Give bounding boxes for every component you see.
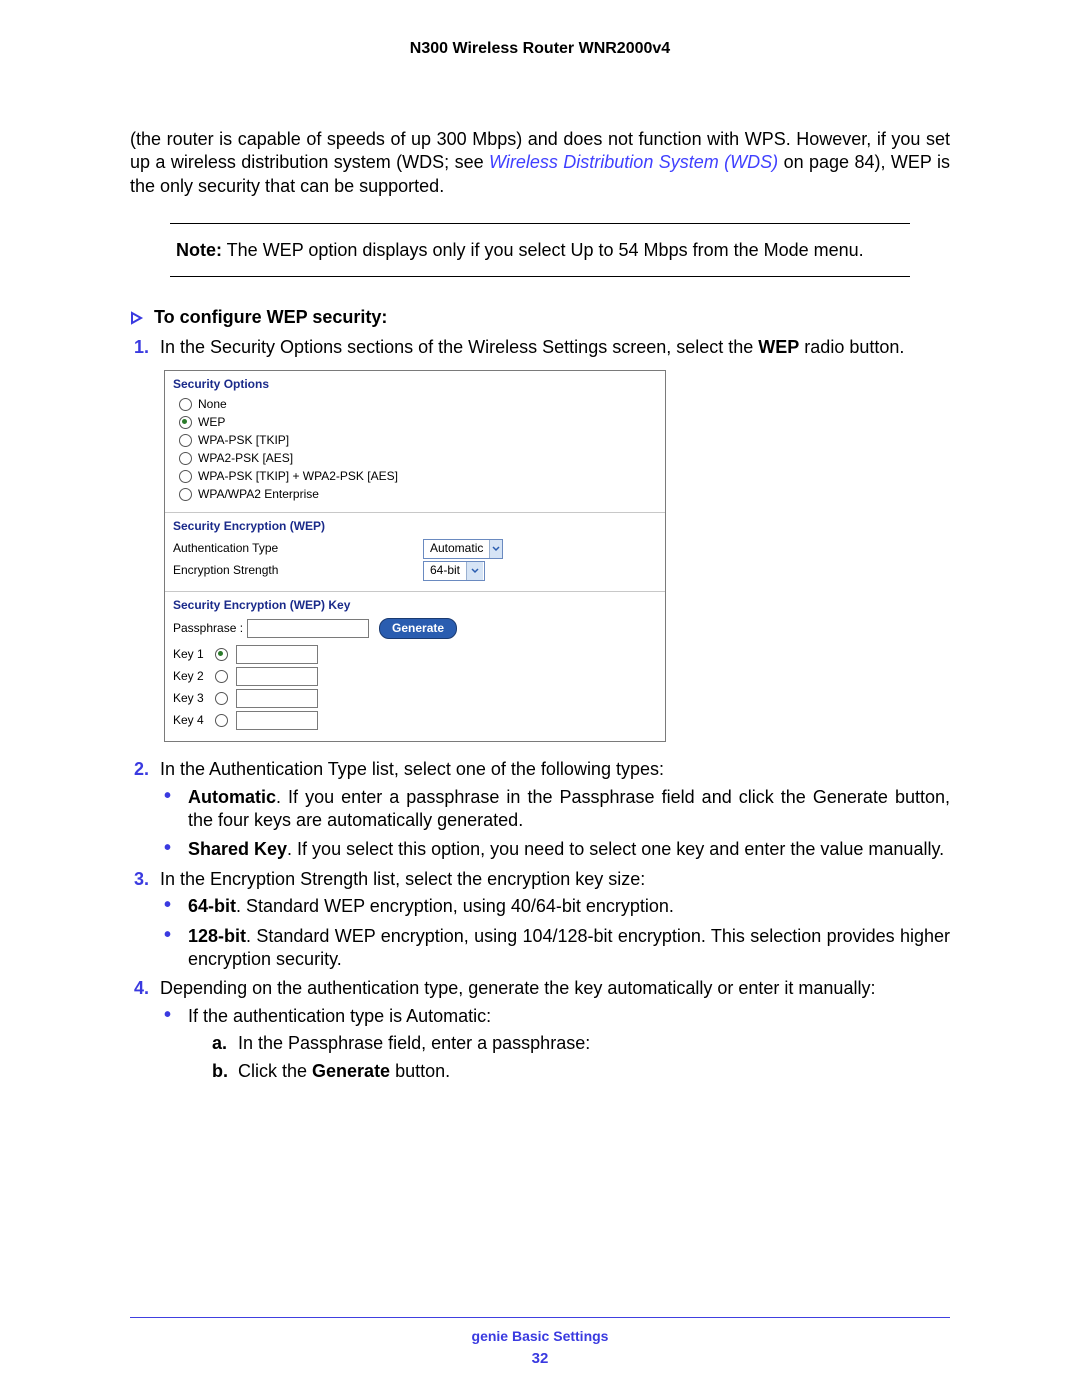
step-3-b2-text: . Standard WEP encryption, using 104/128… bbox=[188, 926, 950, 969]
chevron-down-icon bbox=[466, 562, 483, 580]
security-options-header: Security Options bbox=[173, 377, 657, 393]
step-2: 2.In the Authentication Type list, selec… bbox=[134, 758, 950, 862]
wep-key-section: Security Encryption (WEP) Key Passphrase… bbox=[165, 591, 665, 741]
option-wpa-tkip[interactable]: WPA-PSK [TKIP] bbox=[179, 432, 657, 448]
step-2-b1-text: . If you enter a passphrase in the Passp… bbox=[188, 787, 950, 830]
radio-icon bbox=[179, 416, 192, 429]
enc-strength-select[interactable]: 64-bit bbox=[423, 561, 485, 581]
key1-input[interactable] bbox=[236, 645, 318, 664]
step-4-sub: If the authentication type is Automatic:… bbox=[164, 1005, 950, 1083]
footer-section: genie Basic Settings bbox=[130, 1328, 950, 1344]
key4-input[interactable] bbox=[236, 711, 318, 730]
step-3-text: In the Encryption Strength list, select … bbox=[160, 869, 645, 889]
auth-type-label: Authentication Type bbox=[173, 541, 423, 557]
step-1-num: 1. bbox=[134, 336, 160, 359]
step-2-b2-bold: Shared Key bbox=[188, 839, 287, 859]
security-options-section: Security Options None WEP WPA-PSK [TKIP]… bbox=[165, 371, 665, 513]
option-enterprise[interactable]: WPA/WPA2 Enterprise bbox=[179, 486, 657, 502]
passphrase-input[interactable] bbox=[247, 619, 369, 638]
security-options-figure: Security Options None WEP WPA-PSK [TKIP]… bbox=[164, 370, 666, 742]
step-4: 4.Depending on the authentication type, … bbox=[134, 977, 950, 1083]
radio-icon bbox=[179, 470, 192, 483]
key2-radio[interactable] bbox=[215, 670, 228, 683]
enc-strength-value: 64-bit bbox=[424, 563, 466, 579]
radio-icon bbox=[179, 452, 192, 465]
key3-radio[interactable] bbox=[215, 692, 228, 705]
chevron-down-icon bbox=[489, 540, 502, 558]
option-enterprise-label: WPA/WPA2 Enterprise bbox=[198, 487, 319, 503]
step-2-num: 2. bbox=[134, 758, 160, 781]
option-none-label: None bbox=[198, 397, 227, 413]
radio-icon bbox=[179, 398, 192, 411]
procedure-arrow-icon bbox=[130, 311, 144, 325]
note-box: Note: The WEP option displays only if yo… bbox=[170, 223, 910, 277]
step-2-bullet-automatic: Automatic. If you enter a passphrase in … bbox=[164, 786, 950, 833]
step-4b-post: button. bbox=[390, 1061, 450, 1081]
passphrase-label: Passphrase : bbox=[173, 621, 243, 637]
key4-label: Key 4 bbox=[173, 713, 215, 729]
step-3-b2-bold: 128-bit bbox=[188, 926, 246, 946]
step-4-sub-intro: If the authentication type is Automatic: bbox=[188, 1006, 491, 1026]
enc-strength-label: Encryption Strength bbox=[173, 563, 423, 579]
option-wpa-mixed[interactable]: WPA-PSK [TKIP] + WPA2-PSK [AES] bbox=[179, 468, 657, 484]
option-wpa2-aes-label: WPA2-PSK [AES] bbox=[198, 451, 293, 467]
step-4a-letter: a. bbox=[212, 1032, 227, 1055]
step-4a: a. In the Passphrase field, enter a passp… bbox=[212, 1032, 950, 1055]
page-footer: genie Basic Settings 32 bbox=[130, 1317, 950, 1367]
step-4b-letter: b. bbox=[212, 1060, 228, 1083]
wep-encryption-section: Security Encryption (WEP) Authentication… bbox=[165, 512, 665, 591]
step-4b-bold: Generate bbox=[312, 1061, 390, 1081]
key3-input[interactable] bbox=[236, 689, 318, 708]
step-4-num: 4. bbox=[134, 977, 160, 1000]
step-2-text: In the Authentication Type list, select … bbox=[160, 759, 664, 779]
wep-key-header: Security Encryption (WEP) Key bbox=[173, 598, 657, 614]
step-1: 1.In the Security Options sections of th… bbox=[134, 336, 950, 742]
step-2-b1-bold: Automatic bbox=[188, 787, 276, 807]
step-1-pre: In the Security Options sections of the … bbox=[160, 337, 758, 357]
option-none[interactable]: None bbox=[179, 396, 657, 412]
intro-paragraph: (the router is capable of speeds of up 3… bbox=[130, 128, 950, 198]
key2-input[interactable] bbox=[236, 667, 318, 686]
step-3-bullet-64: 64-bit. Standard WEP encryption, using 4… bbox=[164, 895, 950, 918]
key2-label: Key 2 bbox=[173, 669, 215, 685]
option-wpa2-aes[interactable]: WPA2-PSK [AES] bbox=[179, 450, 657, 466]
key1-radio[interactable] bbox=[215, 648, 228, 661]
auth-type-select[interactable]: Automatic bbox=[423, 539, 503, 559]
procedure-heading: To configure WEP security: bbox=[130, 307, 950, 328]
radio-icon bbox=[179, 488, 192, 501]
step-1-bold: WEP bbox=[758, 337, 799, 357]
key1-label: Key 1 bbox=[173, 647, 215, 663]
step-1-post: radio button. bbox=[799, 337, 904, 357]
step-4-text: Depending on the authentication type, ge… bbox=[160, 978, 875, 998]
step-2-bullet-shared: Shared Key. If you select this option, y… bbox=[164, 838, 950, 861]
key3-label: Key 3 bbox=[173, 691, 215, 707]
step-3: 3.In the Encryption Strength list, selec… bbox=[134, 868, 950, 972]
option-wpa-mixed-label: WPA-PSK [TKIP] + WPA2-PSK [AES] bbox=[198, 469, 398, 485]
step-3-b1-text: . Standard WEP encryption, using 40/64-b… bbox=[236, 896, 674, 916]
wds-link[interactable]: Wireless Distribution System (WDS) bbox=[489, 152, 778, 172]
generate-button[interactable]: Generate bbox=[379, 618, 457, 640]
step-4a-text: In the Passphrase field, enter a passphr… bbox=[238, 1033, 590, 1053]
wep-encryption-header: Security Encryption (WEP) bbox=[173, 519, 657, 535]
option-wep-label: WEP bbox=[198, 415, 225, 431]
step-3-bullet-128: 128-bit. Standard WEP encryption, using … bbox=[164, 925, 950, 972]
page-header-title: N300 Wireless Router WNR2000v4 bbox=[130, 40, 950, 58]
step-3-b1-bold: 64-bit bbox=[188, 896, 236, 916]
option-wep[interactable]: WEP bbox=[179, 414, 657, 430]
auth-type-value: Automatic bbox=[424, 541, 489, 557]
step-4b-pre: Click the bbox=[238, 1061, 312, 1081]
note-text: The WEP option displays only if you sele… bbox=[222, 240, 864, 260]
step-2-b2-text: . If you select this option, you need to… bbox=[287, 839, 944, 859]
procedure-title: To configure WEP security: bbox=[154, 307, 387, 328]
step-4b: b. Click the Generate button. bbox=[212, 1060, 950, 1083]
note-label: Note: bbox=[176, 240, 222, 260]
key4-radio[interactable] bbox=[215, 714, 228, 727]
footer-page-number: 32 bbox=[130, 1350, 950, 1367]
step-3-num: 3. bbox=[134, 868, 160, 891]
radio-icon bbox=[179, 434, 192, 447]
option-wpa-tkip-label: WPA-PSK [TKIP] bbox=[198, 433, 289, 449]
